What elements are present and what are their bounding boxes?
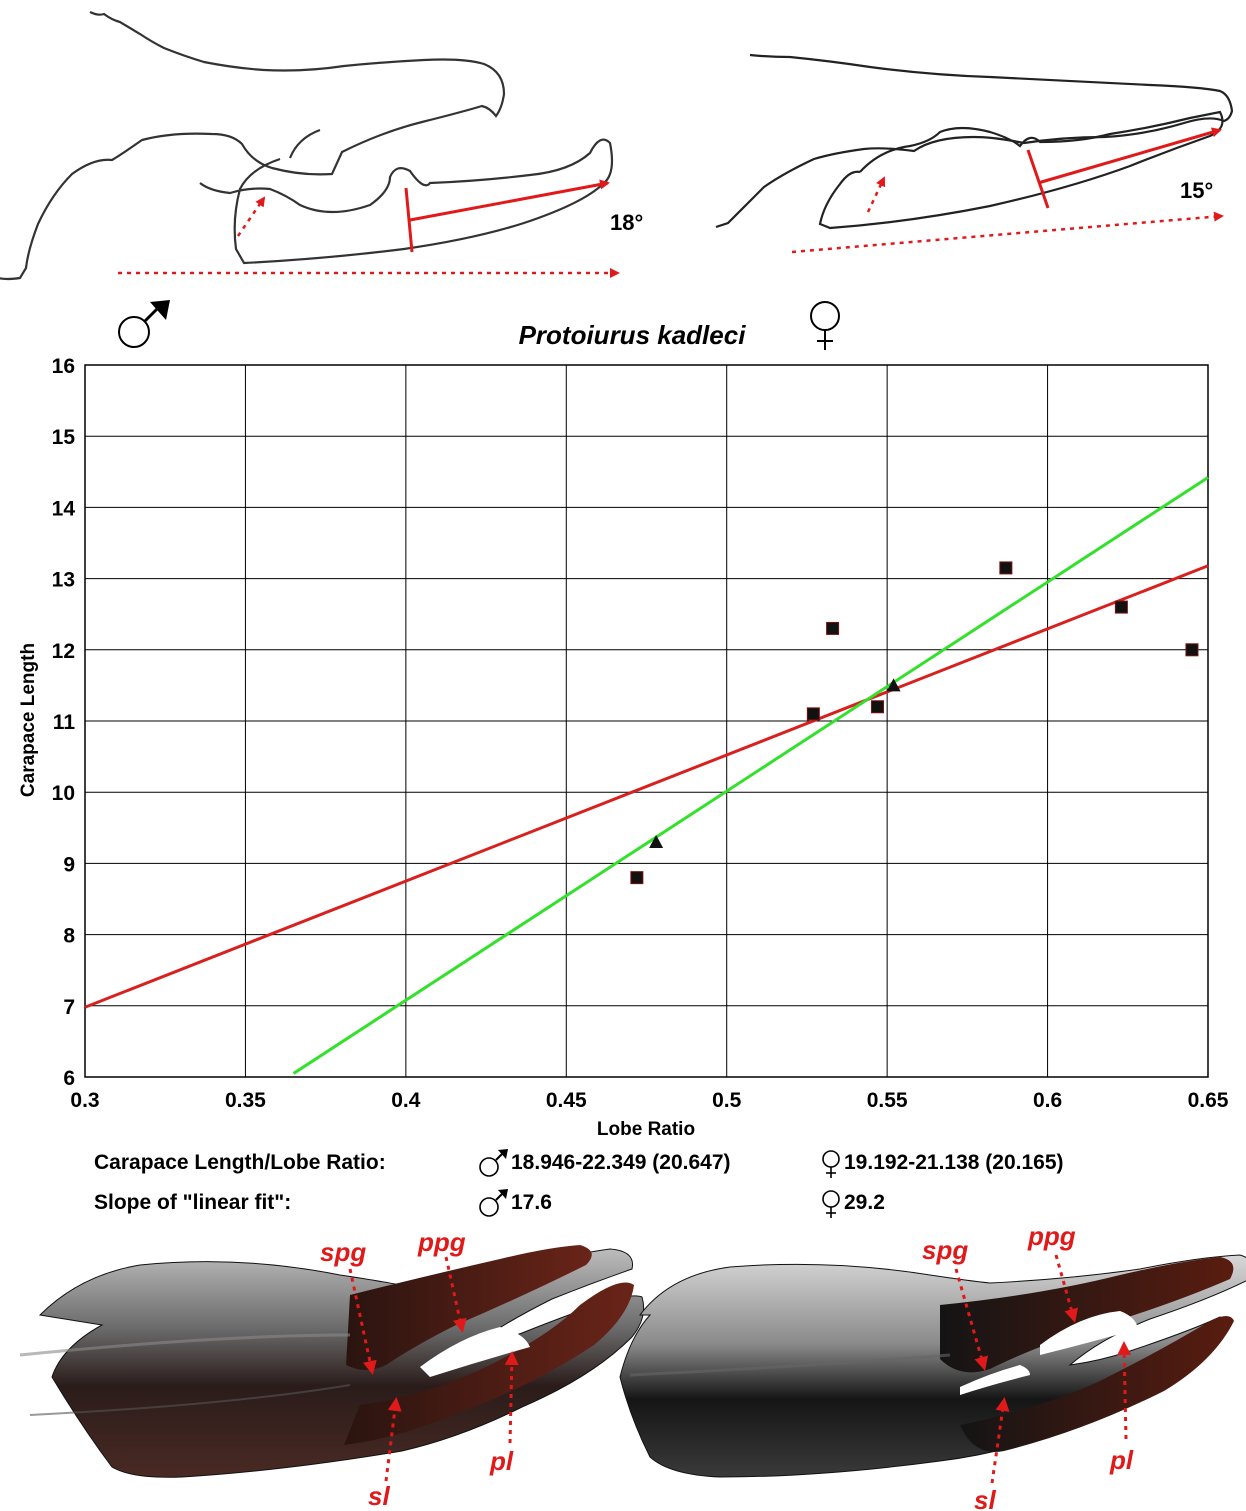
fit-lines [84,476,1209,1075]
male-chela-photo [19,1245,645,1478]
female-chela-photo [619,1254,1246,1478]
x-tick-label: 0.5 [712,1089,742,1112]
y-tick-label: 12 [52,640,75,663]
x-tick-label: 0.4 [391,1089,421,1112]
fit-line [292,476,1209,1075]
y-axis-label: Carapace Length [18,643,39,797]
female-symbol-icon [810,301,840,350]
female-lobe-measurement [791,127,1224,254]
chela-photos: spg ppg pl sl spg ppg pl sl [19,1225,1246,1511]
male-photo-labels: spg ppg pl sl [320,1227,514,1511]
label-pl: pl [1109,1445,1134,1475]
male-symbol-icon [479,1189,508,1217]
data-point-square [871,700,885,714]
female-photo-labels: spg ppg pl sl [922,1225,1134,1511]
ratio-male-value: 18.946-22.349 (20.647) [511,1151,731,1174]
female-symbol-icon [822,1150,840,1178]
x-axis-label: Lobe Ratio [597,1119,695,1140]
label-sl: sl [368,1481,390,1511]
chart-grid [84,364,1209,1078]
x-tick-label: 0.55 [867,1089,908,1112]
claw-outline-drawings: 18° 15° [0,11,1234,281]
x-tick-label: 0.65 [1188,1089,1229,1112]
male-chela-outline [0,11,614,281]
data-point-square [826,621,840,635]
label-pl: pl [489,1446,514,1476]
label-sl: sl [974,1485,996,1511]
slope-male-value: 17.6 [511,1191,552,1214]
y-tick-label: 6 [63,1067,75,1090]
male-symbol-icon [479,1149,508,1177]
label-spg: spg [922,1235,968,1265]
slope-label: Slope of "linear fit": [94,1191,292,1214]
x-tick-label: 0.35 [225,1089,266,1112]
slope-row: Slope of "linear fit": 17.6 29.2 [0,1186,1246,1220]
data-point-square [806,707,820,721]
data-point-square [1114,600,1128,614]
data-point-square [630,871,644,885]
y-tick-label: 13 [52,569,75,592]
data-point-square [999,561,1013,575]
y-tick-label: 14 [52,497,76,520]
x-tick-label: 0.6 [1033,1089,1062,1112]
y-tick-label: 10 [52,782,75,805]
data-points [630,561,1199,885]
data-point-triangle [886,678,901,692]
label-ppg: ppg [417,1227,466,1257]
male-angle-label: 18° [610,210,643,235]
y-tick-label: 8 [63,925,75,948]
chart-title: Protoiurus kadleci [519,320,747,350]
fit-line [84,564,1209,1009]
tick-labels: 0.3 0.35 0.4 0.45 0.5 0.55 0.6 0.65 6 7 8 9 10 11 12 13… [52,355,1229,1112]
male-lobe-measurement [118,179,620,278]
x-tick-label: 0.3 [70,1089,99,1112]
data-point-square [1185,643,1199,657]
x-tick-label: 0.45 [546,1089,587,1112]
ratio-row: Carapace Length/Lobe Ratio: 18.946-22.34… [0,1146,1246,1180]
y-tick-label: 11 [53,711,76,734]
y-tick-label: 15 [52,426,76,449]
data-point-triangle [649,835,664,849]
label-ppg: ppg [1027,1225,1076,1251]
female-chela-outline [715,53,1234,230]
y-tick-label: 7 [63,996,75,1019]
scatter-chart: Protoiurus kadleci 0.3 0.35 0.4 0.45 0.5 0.55… [18,320,1229,1140]
ratio-label: Carapace Length/Lobe Ratio: [94,1151,386,1174]
male-symbol-icon [118,300,170,348]
ratio-female-value: 19.192-21.138 (20.165) [844,1151,1064,1174]
y-tick-label: 9 [63,853,75,876]
y-tick-label: 16 [52,355,75,378]
slope-female-value: 29.2 [844,1191,885,1214]
female-angle-label: 15° [1180,178,1213,203]
female-symbol-icon [822,1190,840,1218]
label-spg: spg [320,1237,366,1267]
